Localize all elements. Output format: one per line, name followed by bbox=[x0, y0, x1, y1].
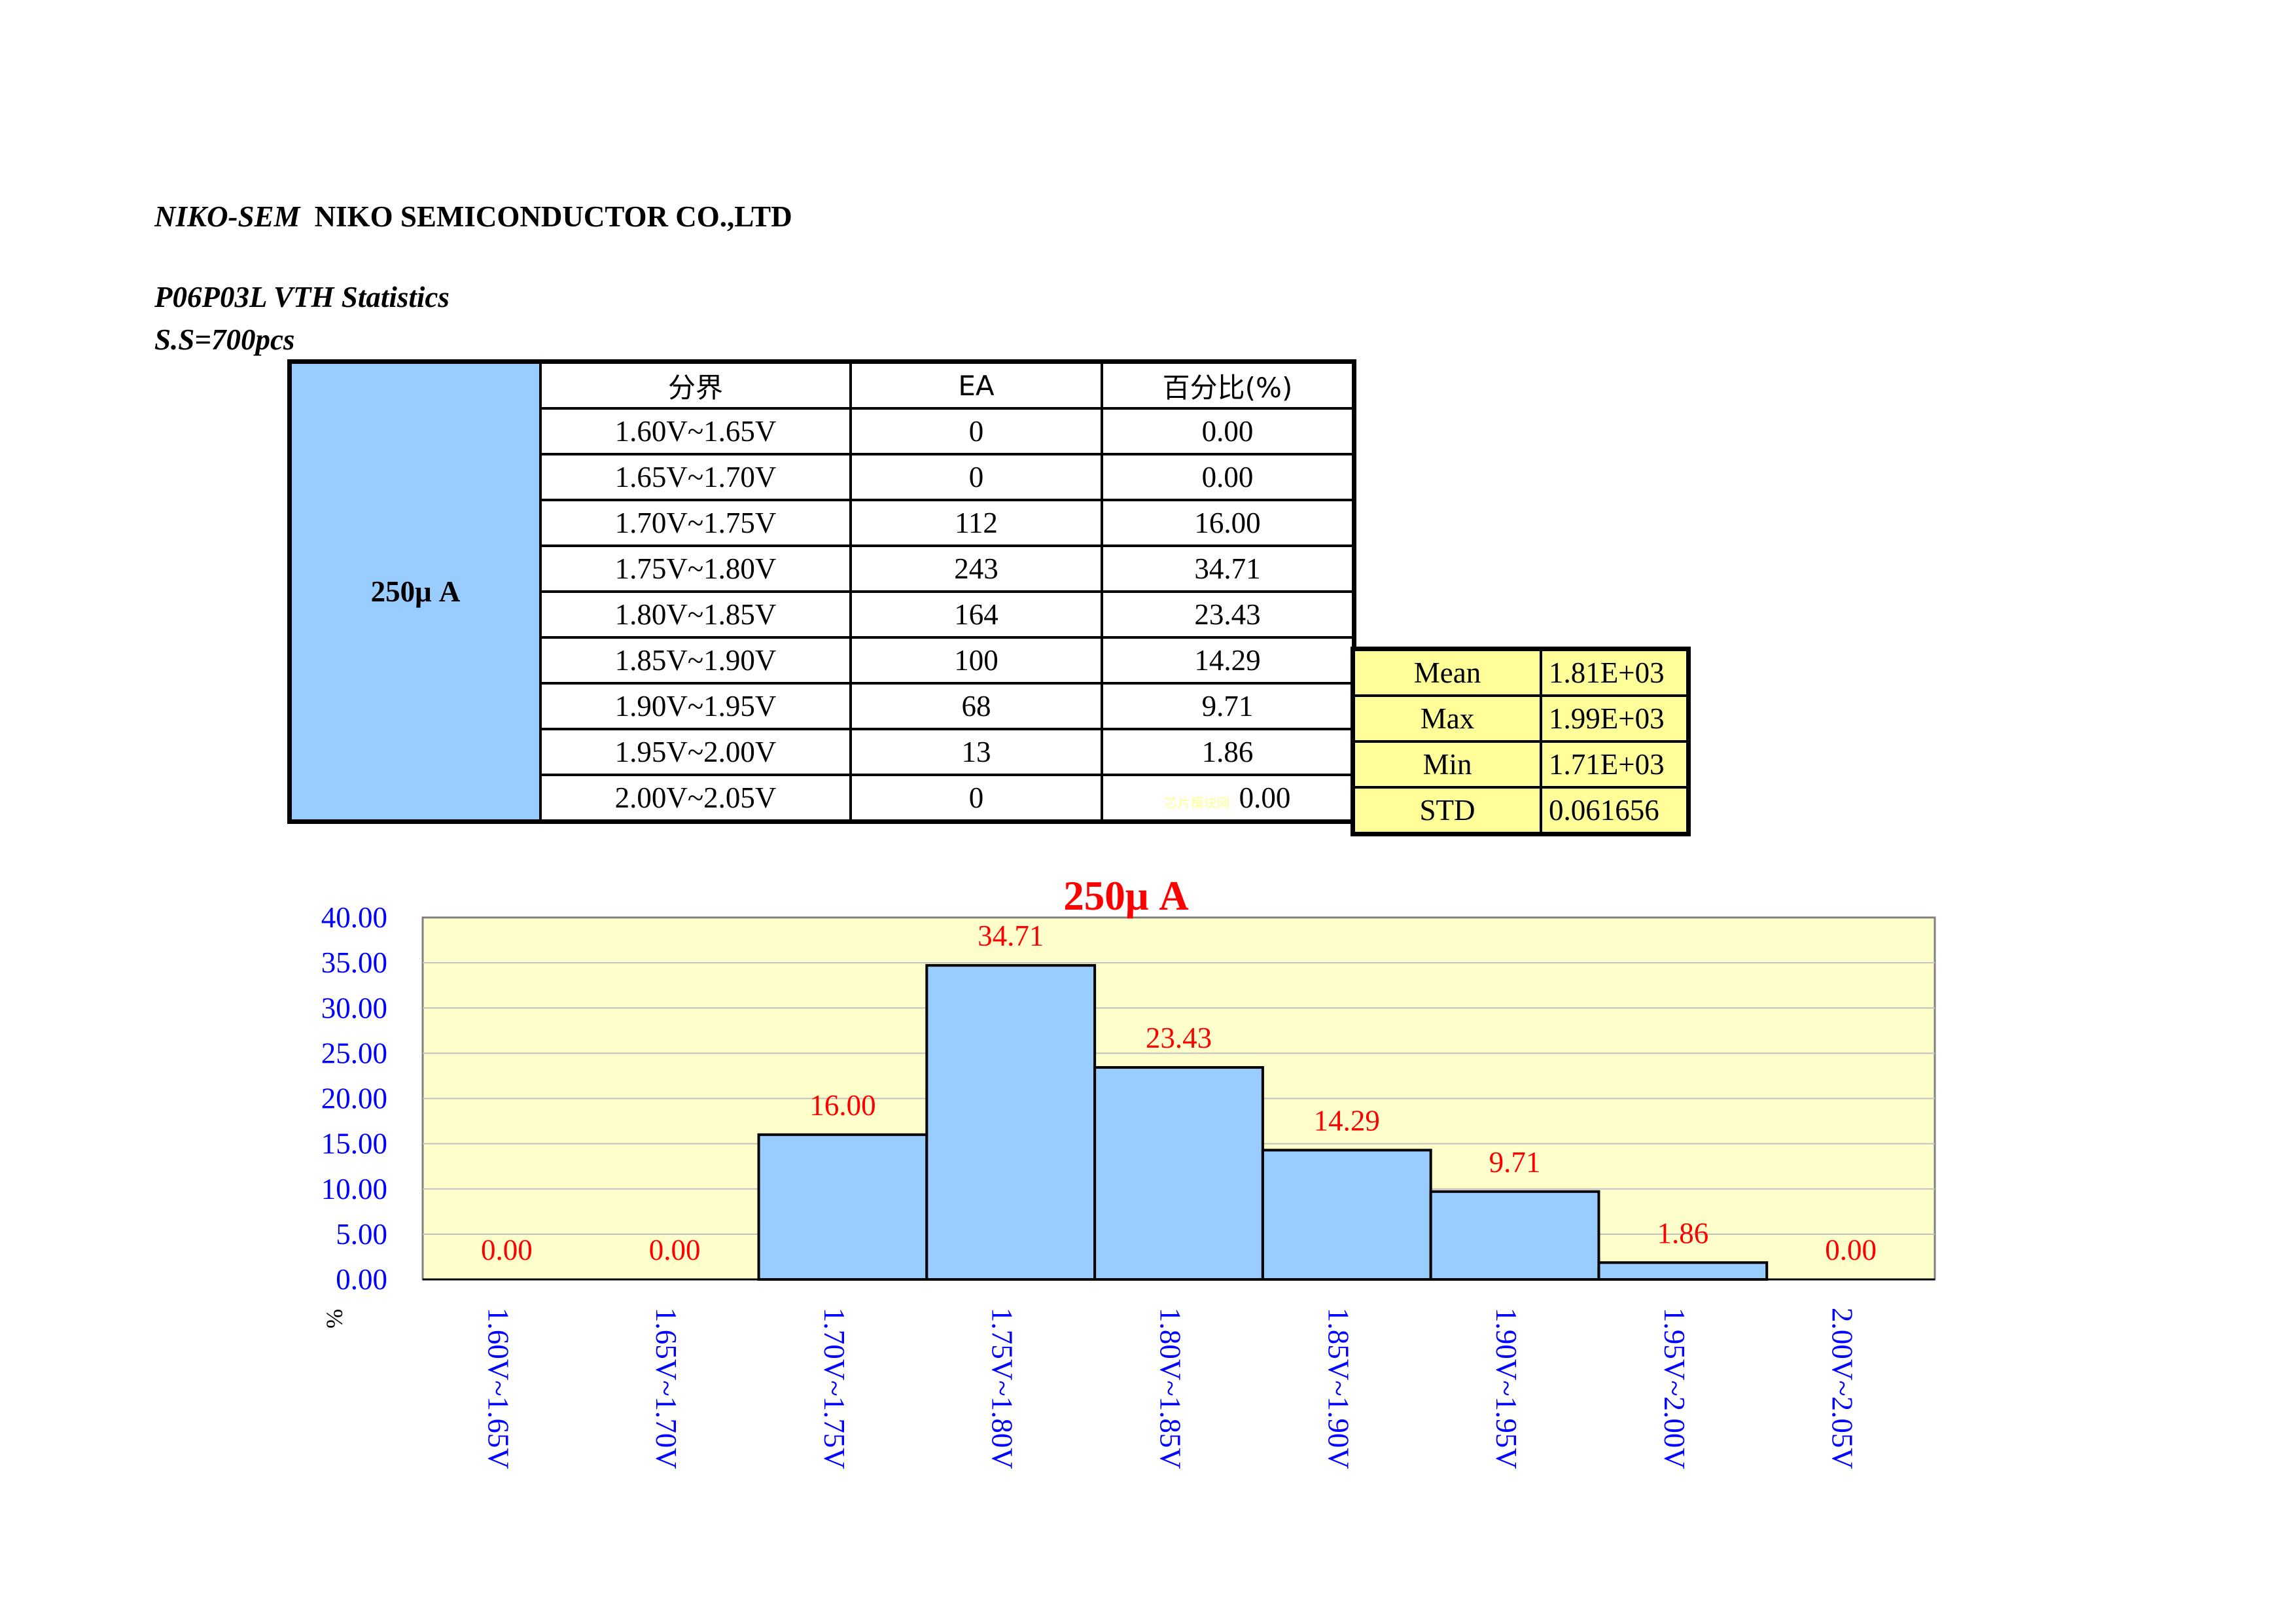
column-header: 分界 bbox=[539, 360, 852, 410]
bar bbox=[1597, 1261, 1769, 1281]
table-cell: 164 bbox=[849, 590, 1103, 639]
table-row: 1.95V~2.00V 13 1.86 bbox=[290, 728, 1356, 776]
stat-value: 1.81E+03 bbox=[1540, 647, 1690, 697]
table-cell: 1.75V~1.80V bbox=[539, 544, 852, 593]
table-header-row: 250μ A 分界 EA 百分比(%) bbox=[288, 360, 1356, 823]
y-tick-label: 25.00 bbox=[321, 1037, 387, 1069]
table-cell: 13 bbox=[849, 728, 1103, 776]
table-cell: 0.00 bbox=[1101, 453, 1356, 501]
table-row: 1.80V~1.85V 164 23.43 bbox=[290, 590, 1356, 639]
table-cell: 68 bbox=[849, 682, 1103, 730]
data-label: 0.00 bbox=[481, 1234, 533, 1266]
y-tick-label: 30.00 bbox=[321, 991, 387, 1024]
table-cell: 243 bbox=[849, 544, 1103, 593]
table-row: 1.85V~1.90V 100 14.29 bbox=[290, 636, 1356, 685]
table-cell: 芯片模块网 0.00 bbox=[1101, 774, 1356, 823]
column-header: 百分比(%) bbox=[1101, 360, 1356, 410]
y-tick-label: 35.00 bbox=[321, 946, 387, 979]
table-row: 1.70V~1.75V 112 16.00 bbox=[290, 499, 1356, 547]
table-row: 1.90V~1.95V 68 9.71 bbox=[290, 682, 1356, 730]
brand-name: NIKO-SEM bbox=[154, 200, 300, 233]
column-header: EA bbox=[849, 360, 1103, 410]
stat-label: Max bbox=[1351, 694, 1542, 743]
bar bbox=[1429, 1190, 1600, 1281]
y-tick-label: 20.00 bbox=[321, 1082, 387, 1115]
stat-label: Min bbox=[1351, 740, 1542, 789]
stat-row: Max 1.99E+03 bbox=[1351, 694, 1690, 743]
table-cell: 1.80V~1.85V bbox=[539, 590, 852, 639]
y-tick-label: 40.00 bbox=[321, 901, 387, 934]
bar bbox=[1093, 1066, 1264, 1281]
x-tick-label: 1.65V~1.70V bbox=[650, 1308, 682, 1469]
table-cell: 1.85V~1.90V bbox=[539, 636, 852, 685]
table-cell: 1.60V~1.65V bbox=[539, 407, 852, 455]
table-cell: 1.65V~1.70V bbox=[539, 453, 852, 501]
table-row: 1.60V~1.65V 0 0.00 bbox=[290, 407, 1356, 455]
table-cell: 16.00 bbox=[1101, 499, 1356, 547]
y-axis-label: % bbox=[321, 1309, 347, 1329]
cell-value: 0.00 bbox=[1239, 781, 1291, 814]
y-tick-label: 15.00 bbox=[321, 1128, 387, 1160]
table-row: 1.65V~1.70V 0 0.00 bbox=[290, 453, 1356, 501]
stat-row: Min 1.71E+03 bbox=[1351, 740, 1690, 789]
data-label: 0.00 bbox=[649, 1234, 701, 1266]
y-tick-label: 10.00 bbox=[321, 1173, 387, 1205]
report-title: P06P03L VTH Statistics bbox=[154, 281, 450, 313]
x-tick-label: 1.80V~1.85V bbox=[1154, 1308, 1187, 1469]
x-tick-label: 1.70V~1.75V bbox=[818, 1308, 851, 1469]
summary-stats-table: Mean 1.81E+03 Max 1.99E+03 Min 1.71E+03 STD 0.0… bbox=[1351, 647, 1691, 836]
stat-row: STD 0.061656 bbox=[1351, 786, 1690, 836]
stat-label: Mean bbox=[1351, 647, 1542, 697]
data-label: 0.00 bbox=[1825, 1234, 1877, 1266]
table-row: 2.00V~2.05V 0 芯片模块网 0.00 bbox=[290, 774, 1356, 823]
bar bbox=[1261, 1149, 1432, 1281]
table-cell: 0 bbox=[849, 407, 1103, 455]
table-cell: 1.86 bbox=[1101, 728, 1356, 776]
x-tick-label: 2.00V~2.05V bbox=[1826, 1308, 1859, 1469]
stat-value: 0.061656 bbox=[1540, 786, 1690, 836]
table-cell: 0 bbox=[849, 453, 1103, 501]
bar bbox=[925, 964, 1097, 1281]
x-tick-label: 1.75V~1.80V bbox=[986, 1308, 1019, 1469]
table-cell: 0 bbox=[849, 774, 1103, 823]
data-label: 23.43 bbox=[1146, 1022, 1212, 1054]
table-row: 1.75V~1.80V 243 34.71 bbox=[290, 544, 1356, 593]
bar bbox=[757, 1133, 928, 1281]
watermark: 芯片模块网 bbox=[1164, 795, 1230, 811]
table-cell: 1.95V~2.00V bbox=[539, 728, 852, 776]
table-cell: 23.43 bbox=[1101, 590, 1356, 639]
table-cell: 9.71 bbox=[1101, 682, 1356, 730]
table-cell: 100 bbox=[849, 636, 1103, 685]
x-tick-label: 1.90V~1.95V bbox=[1490, 1308, 1523, 1469]
x-tick-label: 1.85V~1.90V bbox=[1322, 1308, 1354, 1469]
table-cell: 1.90V~1.95V bbox=[539, 682, 852, 730]
data-label: 34.71 bbox=[978, 919, 1044, 952]
data-label: 9.71 bbox=[1489, 1146, 1541, 1179]
statistics-table: 250μ A 分界 EA 百分比(%) 1.60V~1.65V 0 0.00 1.65V~1.… bbox=[287, 359, 1356, 824]
data-label: 1.86 bbox=[1657, 1217, 1708, 1249]
table-cell: 0.00 bbox=[1101, 407, 1356, 455]
stat-row: Mean 1.81E+03 bbox=[1351, 647, 1690, 697]
table-cell: 1.70V~1.75V bbox=[539, 499, 852, 547]
data-label: 16.00 bbox=[809, 1089, 875, 1122]
group-label: 250μ A bbox=[288, 360, 542, 823]
company-header: NIKO-SEM NIKO SEMICONDUCTOR CO.,LTD bbox=[154, 200, 792, 234]
stat-value: 1.99E+03 bbox=[1540, 694, 1690, 743]
y-tick-label: 0.00 bbox=[336, 1263, 387, 1296]
stat-value: 1.71E+03 bbox=[1540, 740, 1690, 789]
table-cell: 14.29 bbox=[1101, 636, 1356, 685]
sample-size: S.S=700pcs bbox=[154, 323, 295, 356]
table-cell: 34.71 bbox=[1101, 544, 1356, 593]
data-label: 14.29 bbox=[1314, 1104, 1380, 1137]
x-tick-label: 1.95V~2.00V bbox=[1658, 1308, 1691, 1469]
table-cell: 2.00V~2.05V bbox=[539, 774, 852, 823]
company-name: NIKO SEMICONDUCTOR CO.,LTD bbox=[314, 200, 792, 233]
stat-label: STD bbox=[1351, 786, 1542, 836]
table-cell: 112 bbox=[849, 499, 1103, 547]
y-tick-label: 5.00 bbox=[336, 1218, 387, 1251]
x-tick-label: 1.60V~1.65V bbox=[482, 1308, 514, 1469]
chart-title: 250μ A bbox=[1063, 873, 1189, 919]
